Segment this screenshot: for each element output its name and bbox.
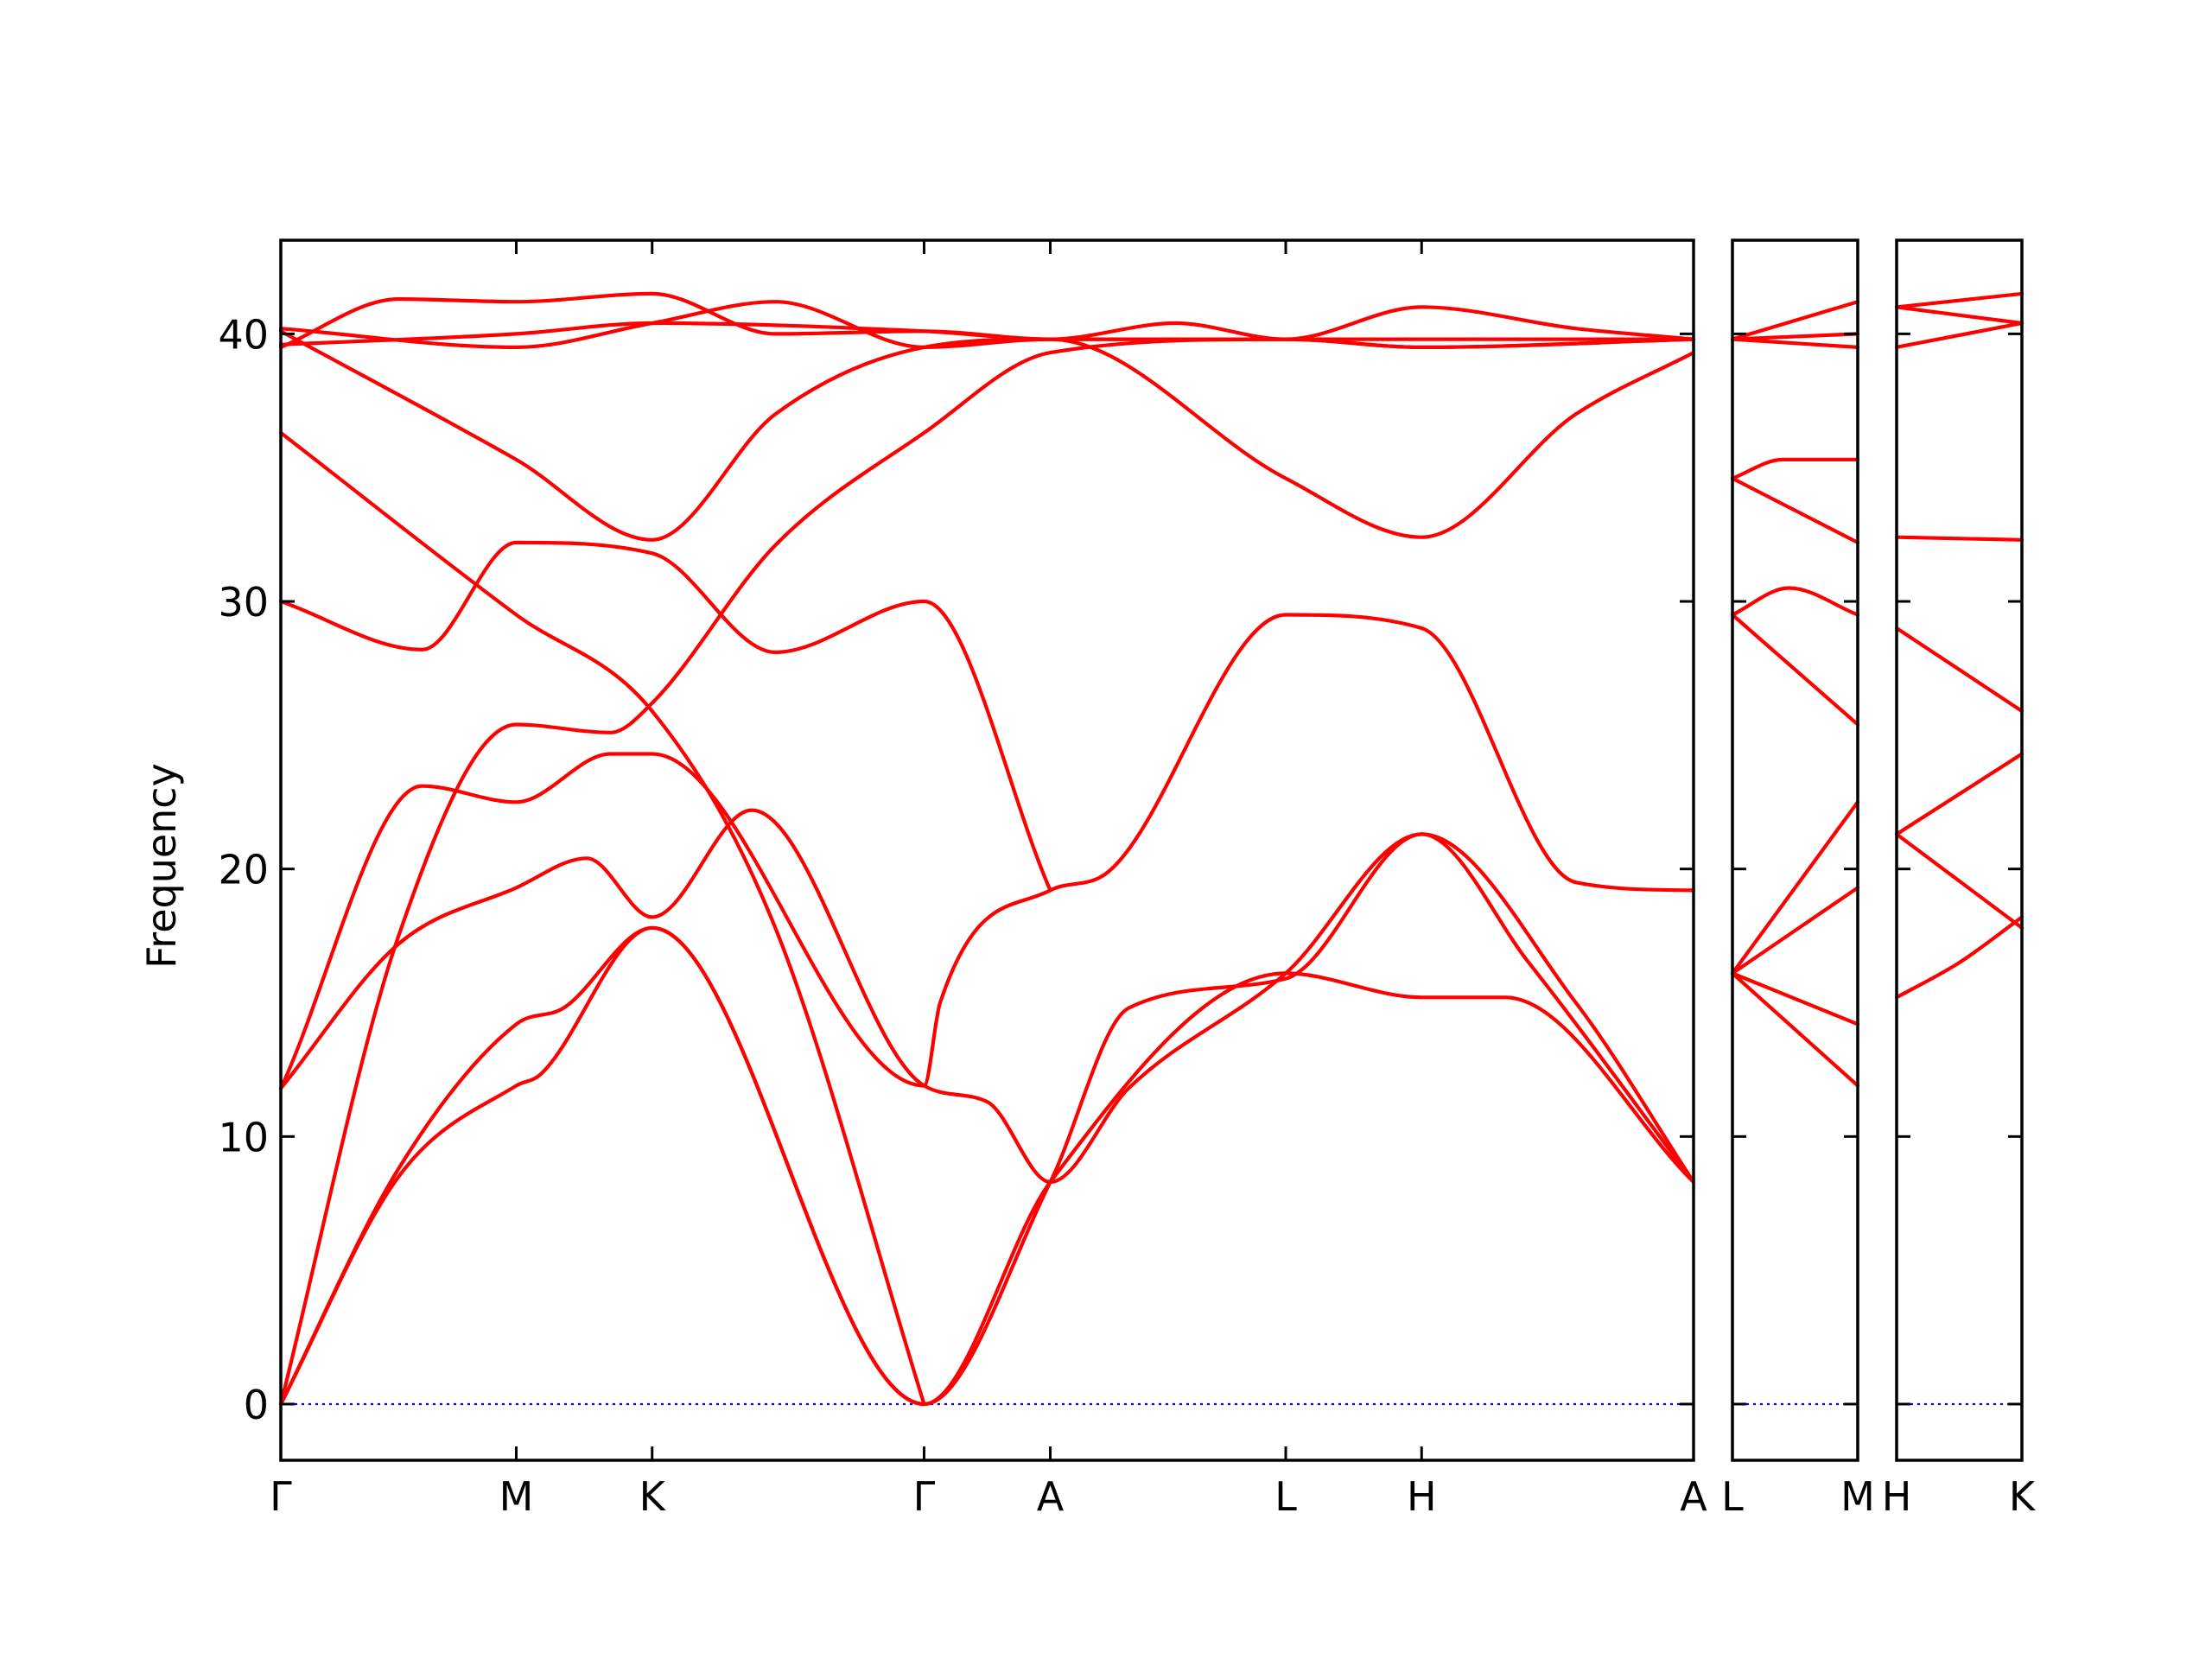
band-line-panel-3-6 xyxy=(1894,321,2024,349)
y-tick-label-3: 30 xyxy=(218,579,269,626)
band-line-panel-1-2 xyxy=(278,832,1696,1407)
band-line-panel-1-6 xyxy=(278,540,1052,893)
x-tick-label-panel-3-0: H xyxy=(1882,1473,1912,1520)
band-line-panel-3-5 xyxy=(1894,535,2024,542)
x-tick-label-panel-1-4: A xyxy=(1037,1473,1065,1520)
band-lines xyxy=(278,291,2024,1407)
band-line-panel-2-5 xyxy=(1730,613,1860,727)
band-line-panel-2-1 xyxy=(1730,971,1860,1088)
x-tick-label-panel-1-3: Γ xyxy=(913,1473,936,1520)
band-line-panel-2-6 xyxy=(1730,586,1860,617)
band-line-panel-1-7 xyxy=(278,430,926,1407)
axis-ticks xyxy=(281,240,2022,1460)
x-tick-label-panel-3-1: K xyxy=(2009,1473,2037,1520)
panel-frame-3 xyxy=(1895,238,2024,1462)
band-line-panel-2-10 xyxy=(1730,332,1860,341)
band-line-panel-3-8 xyxy=(1894,291,2024,309)
band-line-panel-2-3 xyxy=(1730,886,1860,976)
x-tick-label-panel-1-0: Γ xyxy=(270,1473,292,1520)
band-line-panel-3-4 xyxy=(1894,626,2024,714)
band-line-panel-1-1 xyxy=(278,925,1696,1407)
band-line-panel-3-7 xyxy=(1894,305,2024,326)
band-line-panel-2-7 xyxy=(1730,476,1860,545)
x-tick-label-panel-1-1: M xyxy=(499,1473,534,1520)
band-line-panel-1-5 xyxy=(278,613,1696,1090)
panel-frame-2 xyxy=(1731,238,1859,1462)
x-tick-label-panel-1-5: L xyxy=(1274,1473,1297,1520)
y-tick-label-0: 0 xyxy=(244,1382,269,1428)
x-tick-label-panel-2-1: M xyxy=(1840,1473,1875,1520)
y-tick-label-4: 40 xyxy=(218,311,269,358)
band-line-panel-3-2 xyxy=(1894,832,2024,930)
band-line-panel-3-3 xyxy=(1894,752,2024,836)
band-line-panel-2-11 xyxy=(1730,300,1860,341)
panel-frames xyxy=(279,238,2024,1462)
x-tick-label-panel-1-6: H xyxy=(1407,1473,1437,1520)
band-line-panel-2-4 xyxy=(1730,800,1860,976)
band-line-panel-1-4 xyxy=(278,808,1696,1185)
band-line-panel-2-9 xyxy=(1730,337,1860,349)
band-line-panel-1-8 xyxy=(278,329,1696,542)
x-tick-label-panel-1-2: K xyxy=(639,1473,667,1520)
x-tick-label-panel-2-0: L xyxy=(1721,1473,1744,1520)
band-line-panel-1-11 xyxy=(278,321,1696,346)
band-line-panel-2-2 xyxy=(1730,971,1860,1027)
y-tick-label-1: 10 xyxy=(218,1114,269,1160)
band-line-panel-3-1 xyxy=(1894,915,2024,1000)
y-tick-label-2: 20 xyxy=(218,847,269,893)
band-line-panel-1-10 xyxy=(278,300,1696,349)
panel-frame-1 xyxy=(279,238,1695,1462)
x-tick-label-panel-1-7: A xyxy=(1680,1473,1707,1520)
y-axis-label: Frequency xyxy=(138,763,185,969)
band-line-panel-2-8 xyxy=(1730,457,1860,480)
